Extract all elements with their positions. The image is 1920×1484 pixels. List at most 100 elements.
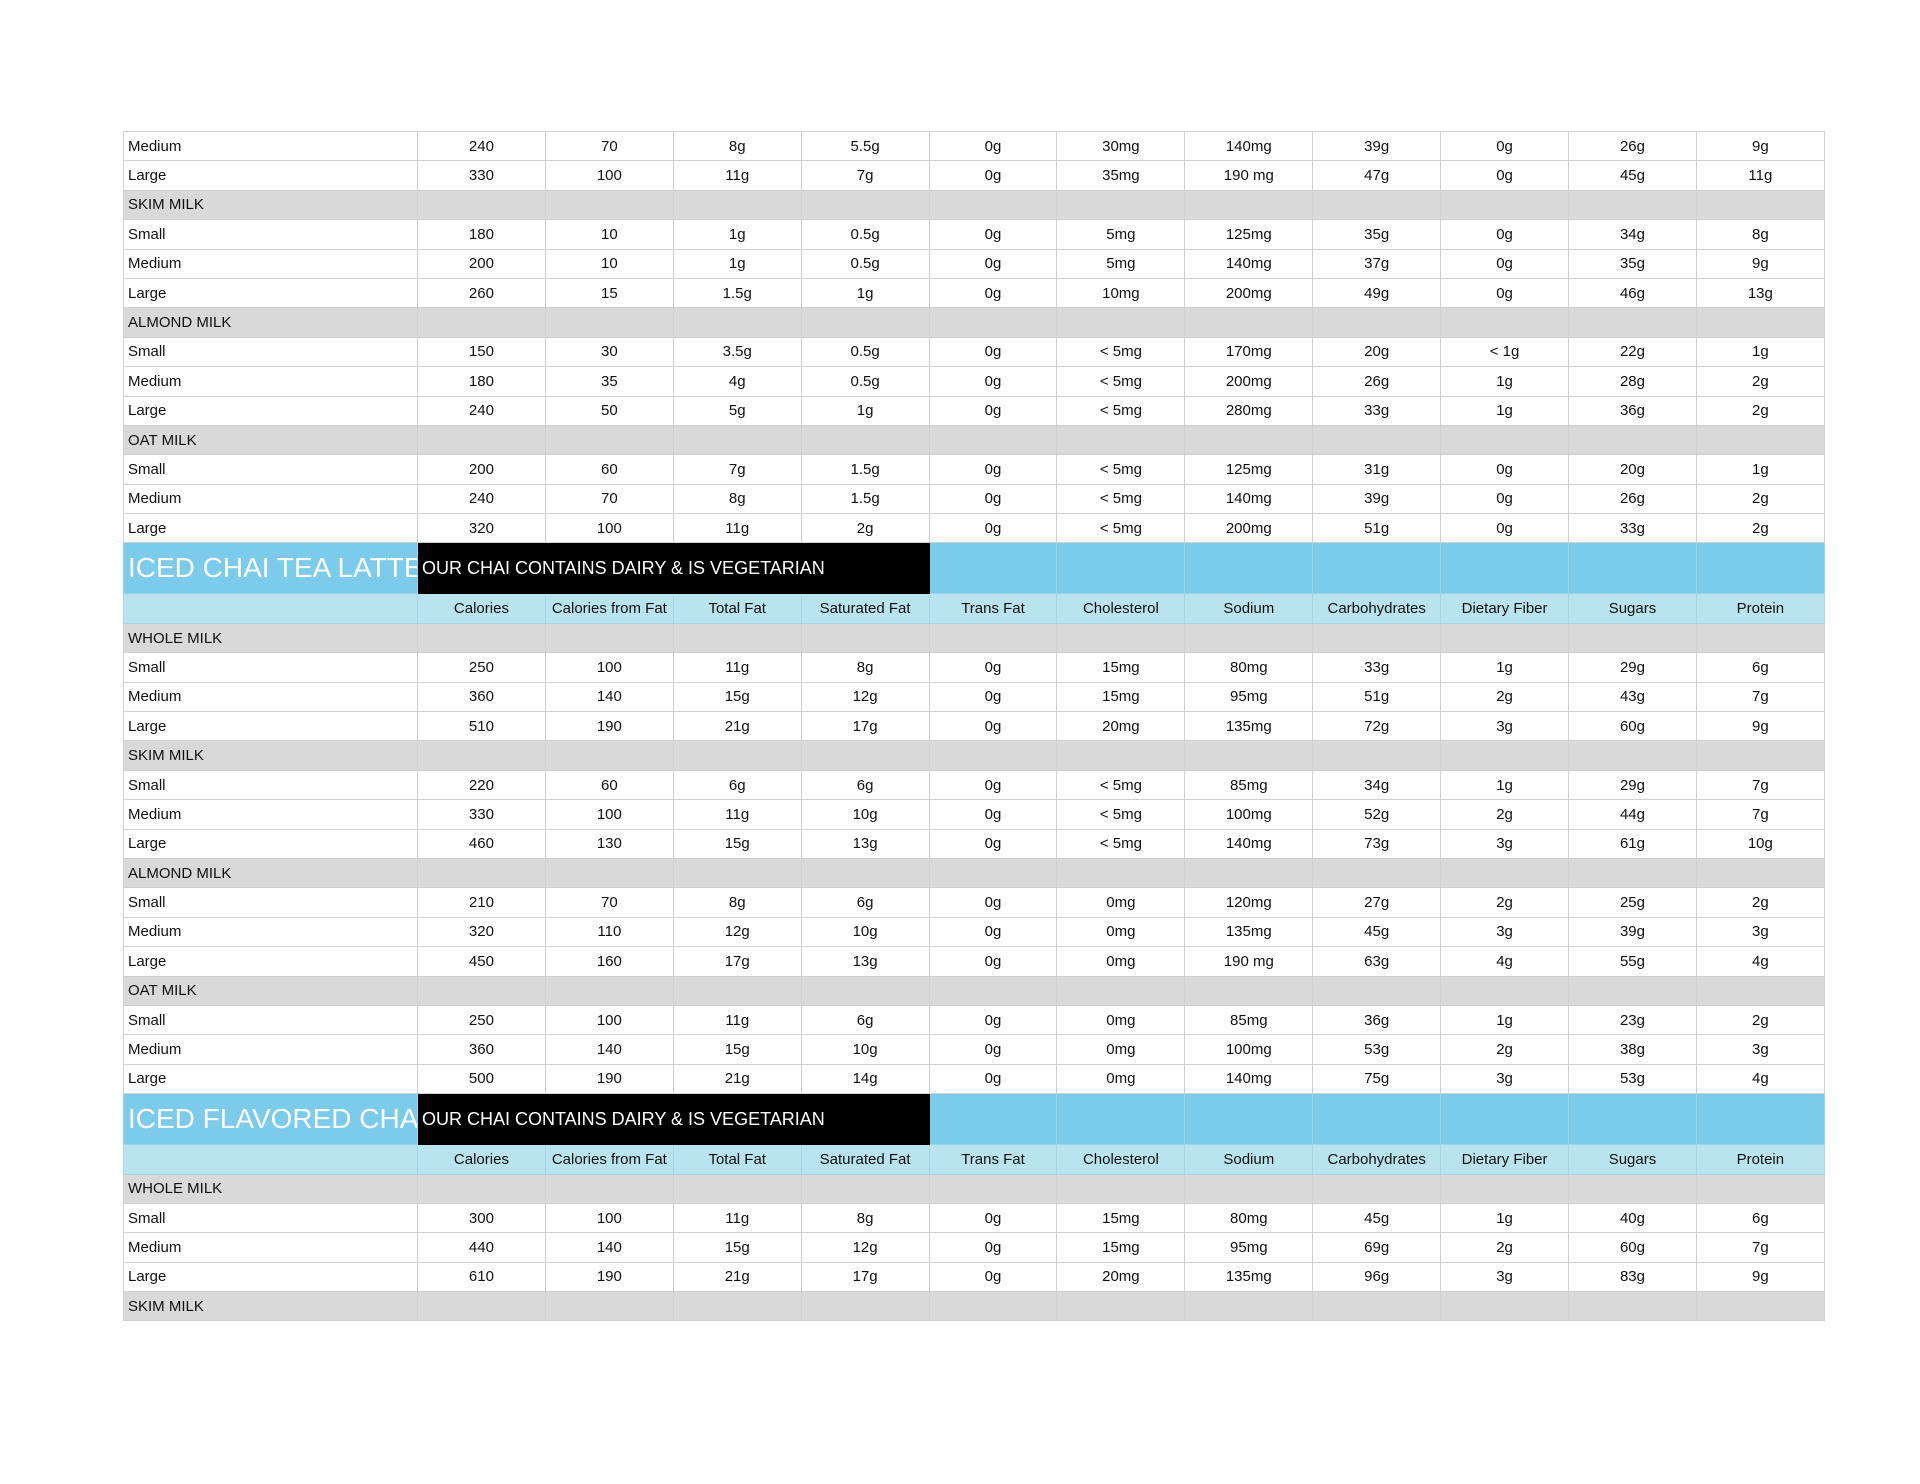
value-cell: 250 — [417, 652, 546, 683]
column-header: Saturated Fat — [800, 1144, 930, 1175]
value-cell: 100mg — [1184, 1034, 1314, 1065]
data-row: Medium 360 140 15g 10g 0g 0mg 100mg 53g 2g 38g 3g — [123, 1034, 1825, 1065]
value-cell: 120mg — [1184, 887, 1314, 918]
value-cell: 0g — [928, 366, 1058, 397]
value-cell: 11g — [672, 1004, 802, 1036]
value-cell: 61g — [1568, 828, 1697, 859]
value-cell: 11g — [672, 652, 802, 683]
value-cell: 6g — [1695, 1202, 1825, 1234]
size-label: Small — [123, 219, 418, 250]
value-cell: 0g — [928, 160, 1058, 191]
group-cell — [1568, 1291, 1697, 1322]
group-cell — [928, 857, 1058, 889]
value-cell: 510 — [417, 711, 546, 742]
header-row: Calories Calories from Fat Total Fat Satura… — [123, 1144, 1825, 1175]
value-cell: 180 — [417, 366, 546, 397]
column-header: Sodium — [1184, 593, 1314, 624]
value-cell: 2g — [1695, 887, 1825, 918]
section-title: ICED CHAI TEA LATTE — [123, 542, 418, 595]
value-cell: 6g — [1695, 652, 1825, 683]
group-cell — [544, 622, 674, 654]
group-cell — [800, 622, 930, 654]
value-cell: 15mg — [1056, 1202, 1186, 1234]
value-cell: 53g — [1568, 1063, 1697, 1095]
value-cell: 100 — [544, 1202, 674, 1234]
value-cell: 8g — [1695, 219, 1825, 250]
value-cell: < 5mg — [1056, 799, 1186, 830]
group-name: OAT MILK — [123, 975, 418, 1006]
title-cell — [1440, 542, 1570, 595]
value-cell: 2g — [1440, 799, 1570, 830]
group-cell — [1056, 740, 1186, 771]
column-header: Trans Fat — [928, 593, 1058, 624]
group-cell — [672, 857, 802, 889]
value-cell: 46g — [1568, 277, 1697, 309]
value-cell: 60g — [1568, 711, 1697, 742]
value-cell: 140 — [544, 681, 674, 713]
value-cell: 9g — [1695, 711, 1825, 742]
value-cell: 2g — [1695, 1004, 1825, 1036]
size-label: Medium — [123, 130, 418, 162]
group-name: ALMOND MILK — [123, 307, 418, 338]
value-cell: 440 — [417, 1232, 546, 1263]
value-cell: 1g — [1695, 454, 1825, 485]
column-header: Total Fat — [672, 1144, 802, 1175]
size-label: Large — [123, 1063, 418, 1095]
value-cell: 0mg — [1056, 1034, 1186, 1065]
data-row: Small 180 10 1g 0.5g 0g 5mg 125mg 35g 0g 34g 8g — [123, 219, 1825, 250]
value-cell: 47g — [1312, 160, 1442, 191]
value-cell: 40g — [1568, 1202, 1697, 1234]
size-label: Medium — [123, 799, 418, 830]
value-cell: 0g — [928, 799, 1058, 830]
value-cell: 7g — [1695, 769, 1825, 801]
group-cell — [417, 975, 546, 1006]
size-label: Large — [123, 946, 418, 977]
group-name: SKIM MILK — [123, 1291, 418, 1322]
value-cell: 300 — [417, 1202, 546, 1234]
value-cell: 9g — [1695, 248, 1825, 279]
value-cell: 100 — [544, 1004, 674, 1036]
value-cell: 37g — [1312, 248, 1442, 279]
value-cell: 45g — [1312, 1202, 1442, 1234]
group-cell — [1568, 1173, 1697, 1204]
data-row: Small 220 60 6g 6g 0g < 5mg 85mg 34g 1g 29g 7g — [123, 769, 1825, 801]
value-cell: 200mg — [1184, 277, 1314, 309]
column-header: Calories — [417, 1144, 546, 1175]
size-label: Small — [123, 454, 418, 485]
value-cell: 100 — [544, 652, 674, 683]
value-cell: 1g — [672, 248, 802, 279]
value-cell: 35g — [1568, 248, 1697, 279]
value-cell: 200mg — [1184, 366, 1314, 397]
value-cell: 6g — [800, 1004, 930, 1036]
value-cell: 3g — [1440, 1261, 1570, 1293]
value-cell: 3g — [1695, 1034, 1825, 1065]
group-cell — [1695, 307, 1825, 338]
value-cell: < 5mg — [1056, 395, 1186, 426]
value-cell: 69g — [1312, 1232, 1442, 1263]
value-cell: 3g — [1440, 1063, 1570, 1095]
value-cell: 0mg — [1056, 887, 1186, 918]
group-cell — [417, 424, 546, 456]
value-cell: 2g — [1440, 887, 1570, 918]
value-cell: < 5mg — [1056, 769, 1186, 801]
value-cell: 55g — [1568, 946, 1697, 977]
value-cell: 0g — [928, 130, 1058, 162]
value-cell: 39g — [1312, 130, 1442, 162]
value-cell: 2g — [1695, 395, 1825, 426]
value-cell: 2g — [1440, 1034, 1570, 1065]
group-cell — [417, 740, 546, 771]
column-header: Protein — [1695, 593, 1825, 624]
title-cell — [1056, 542, 1186, 595]
header-row: Calories Calories from Fat Total Fat Satura… — [123, 593, 1825, 624]
value-cell: 85mg — [1184, 1004, 1314, 1036]
value-cell: < 5mg — [1056, 828, 1186, 859]
group-cell — [928, 740, 1058, 771]
value-cell: 53g — [1312, 1034, 1442, 1065]
value-cell: 35g — [1312, 219, 1442, 250]
group-cell — [1056, 1173, 1186, 1204]
value-cell: 45g — [1568, 160, 1697, 191]
group-cell — [1695, 740, 1825, 771]
group-cell — [1312, 857, 1442, 889]
title-cell — [1312, 1093, 1442, 1146]
value-cell: 250 — [417, 1004, 546, 1036]
